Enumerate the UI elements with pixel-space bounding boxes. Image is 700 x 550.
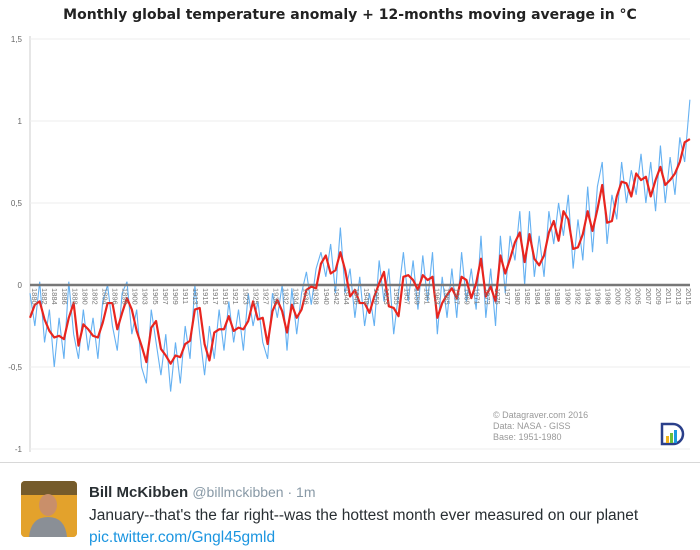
y-tick-label: 1,5 [11,35,23,44]
datagraver-logo-icon [660,422,685,446]
x-tick-label: 1894 [100,288,109,305]
x-tick-label: 1923 [241,288,250,305]
tweet-media-link[interactable]: pic.twitter.com/Gngl45gmld [89,529,276,546]
monthly-anomaly-line [29,99,691,392]
x-tick-label: 1880 [30,288,39,305]
tweet-author[interactable]: Bill McKibben @billmckibben · 1m [89,484,315,501]
moving-average-line [28,138,691,365]
x-tick-label: 1944 [342,288,351,305]
x-tick-label: 1934 [292,288,301,305]
x-tick-label: 1938 [312,288,321,305]
x-tick-label: 1955 [392,288,401,305]
chart-title: Monthly global temperature anomaly + 12-… [63,7,637,23]
x-tick-label: 1957 [402,288,411,305]
x-tick-label: 1886 [60,288,69,305]
x-tick-label: 1984 [533,288,542,305]
x-tick-label: 1996 [593,288,602,305]
x-tick-label: 2013 [674,288,683,305]
x-tick-label: 1917 [211,288,220,305]
x-tick-label: 1911 [181,288,190,304]
x-tick-label: 1963 [432,288,441,305]
x-tick-label: 1921 [231,288,240,305]
x-tick-label: 2011 [664,288,673,304]
x-tick-label: 1994 [583,288,592,305]
x-tick-label: 1990 [563,288,572,305]
x-tick-label: 2009 [654,288,663,305]
author-name[interactable]: Bill McKibben [89,484,189,501]
x-tick-label: 2002 [624,288,633,305]
tweet[interactable]: Bill McKibben @billmckibben · 1m January… [0,463,700,550]
x-tick-label: 1882 [40,288,49,305]
x-tick-label: 1998 [604,288,613,305]
x-tick-label: 1892 [90,288,99,305]
x-tick-label: 1969 [463,288,472,305]
x-tick-label: 1948 [362,288,371,305]
x-tick-label: 1961 [422,288,431,305]
x-tick-label: 2015 [684,288,693,305]
x-tick-label: 1988 [553,288,562,305]
x-tick-label: 1942 [332,288,341,305]
credit-line: Data: NASA - GISS [493,421,571,431]
x-tick-label: 1900 [131,288,140,305]
x-tick-label: 1890 [80,288,89,305]
y-tick-label: 0 [18,281,23,290]
x-tick-label: 1930 [271,288,280,305]
x-tick-label: 1925 [251,288,260,305]
x-tick-label: 1982 [523,288,532,305]
x-tick-label: 1905 [151,288,160,305]
credit-line: © Datagraver.com 2016 [493,410,589,420]
x-tick-label: 1986 [543,288,552,305]
x-tick-label: 2000 [614,288,623,305]
x-tick-label: 1967 [453,288,462,305]
x-tick-label: 1915 [201,288,210,305]
x-tick-label: 1965 [443,288,452,305]
x-tick-label: 1980 [513,288,522,305]
x-tick-label: 1903 [141,288,150,305]
y-tick-label: -0,5 [8,363,22,372]
x-tick-label: 1992 [573,288,582,305]
x-tick-label: 1884 [50,288,59,305]
x-tick-label: 1953 [382,288,391,305]
x-tick-label: 1940 [322,288,331,305]
author-handle[interactable]: @billmckibben · 1m [192,484,316,500]
x-tick-label: 1888 [70,288,79,305]
x-tick-label: 1950 [372,288,381,305]
x-tick-label: 1919 [221,288,230,305]
x-tick-label: 1909 [171,288,180,305]
x-tick-label: 1946 [352,288,361,305]
x-tick-label: 1936 [302,288,311,305]
x-tick-label: 1907 [161,288,170,305]
y-tick-label: 1 [18,117,23,126]
x-tick-label: 1971 [473,288,482,305]
x-tick-label: 1973 [483,288,492,305]
x-tick-label: 2007 [644,288,653,305]
x-tick-label: 2005 [634,288,643,305]
chart-image[interactable]: Monthly global temperature anomaly + 12-… [0,0,700,463]
x-tick-label: 1932 [282,288,291,305]
x-tick-label: 1913 [191,288,200,305]
x-tick-label: 1975 [493,288,502,305]
x-tick-label: 1959 [412,288,421,305]
x-tick-label: 1977 [503,288,512,305]
y-tick-label: -1 [15,445,23,454]
x-tick-label: 1898 [121,288,130,305]
chart-credits: © Datagraver.com 2016 Data: NASA - GISS … [493,410,588,443]
x-tick-label: 1896 [111,288,120,305]
credit-line: Base: 1951-1980 [493,432,562,442]
tweet-text: January--that's the far right--was the h… [89,507,639,524]
x-tick-label: 1927 [261,288,270,305]
y-tick-label: 0,5 [11,199,23,208]
avatar[interactable] [21,481,77,537]
